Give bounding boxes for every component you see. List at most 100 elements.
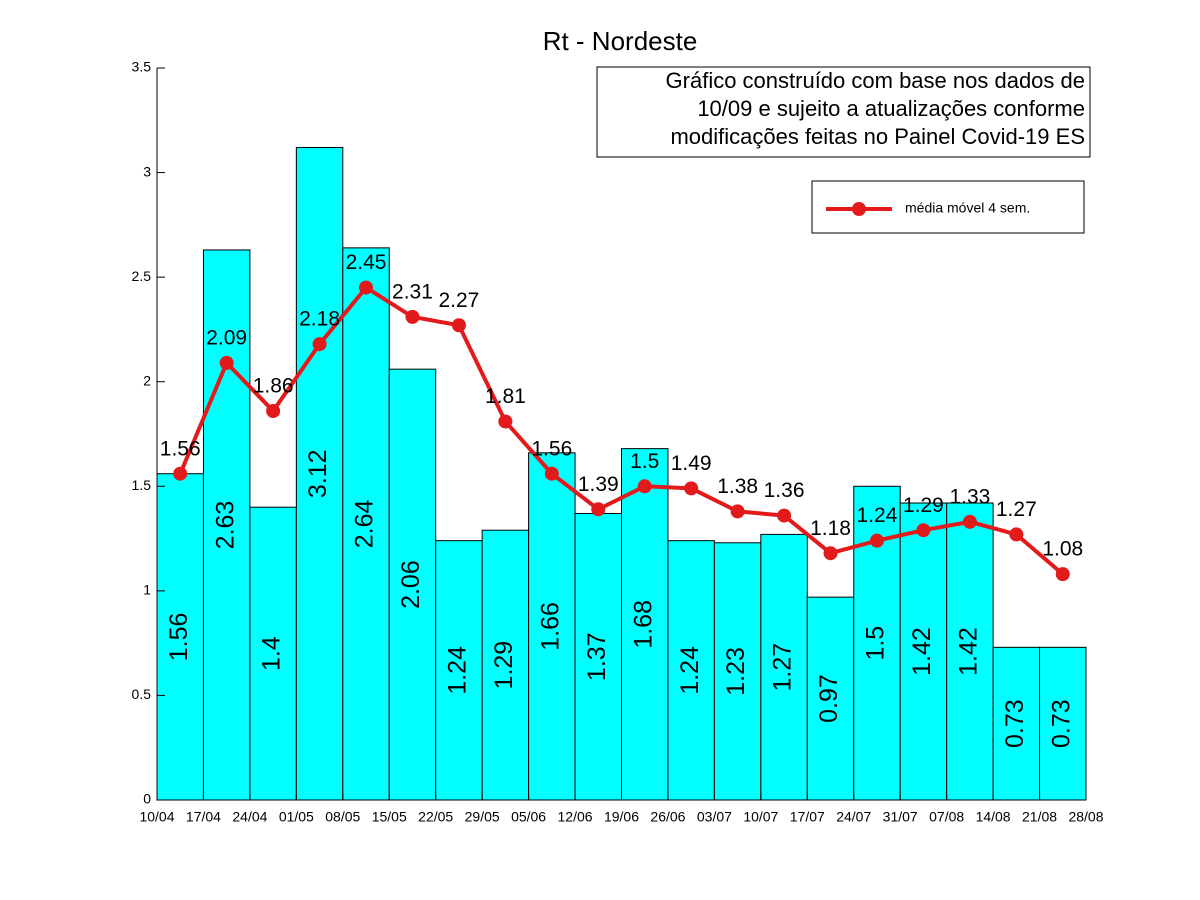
marker: [730, 504, 745, 519]
y-tick-label: 0.5: [132, 686, 152, 702]
x-tick-label: 01/05: [279, 809, 314, 825]
bar-label: 1.24: [676, 646, 704, 695]
point-label: 1.5: [630, 450, 659, 473]
marker: [312, 337, 327, 352]
y-tick-label: 2.5: [132, 268, 152, 284]
bar: [899, 502, 948, 801]
x-tick-label: 14/08: [976, 809, 1011, 825]
point-label: 1.81: [485, 385, 526, 408]
x-tick-label: 17/04: [186, 809, 221, 825]
y-tick-label: 2: [143, 372, 151, 388]
x-tick-label: 17/07: [790, 809, 825, 825]
point-label: 1.29: [903, 494, 944, 517]
bar: [481, 529, 530, 801]
bar-label: 1.42: [908, 627, 936, 676]
line: [178, 284, 1065, 576]
point-label: 2.09: [206, 326, 247, 349]
bar: [249, 506, 297, 801]
point-label: 1.08: [1042, 538, 1083, 561]
bar: [202, 249, 251, 801]
x-tick-label: 28/08: [1068, 809, 1103, 825]
marker: [823, 546, 838, 561]
point-label: 2.45: [346, 251, 387, 274]
marker: [1055, 567, 1070, 582]
bar-label: 0.73: [1047, 699, 1075, 748]
bar: [667, 540, 715, 801]
marker: [544, 466, 559, 481]
x-tick-label: 08/05: [325, 809, 360, 825]
bar-label: 1.24: [444, 646, 472, 695]
bar: [760, 533, 808, 801]
point-label: 2.31: [392, 280, 433, 303]
bar: [1039, 646, 1087, 801]
marker: [1009, 527, 1024, 542]
x-tick-label: 10/07: [743, 809, 778, 825]
annotation-text: 10/09 e sujeito a atualizações conforme: [697, 96, 1085, 121]
point-label: 2.18: [299, 308, 340, 331]
x-tick-label: 07/08: [929, 809, 964, 825]
point-label: 1.86: [253, 375, 294, 398]
bar-label: 1.4: [258, 636, 286, 671]
marker: [684, 481, 699, 496]
marker: [962, 514, 977, 529]
x-tick-label: 10/04: [139, 809, 174, 825]
bar-label: 1.5: [862, 626, 890, 661]
marker: [869, 533, 884, 548]
marker: [451, 318, 466, 333]
x-tick-label: 03/07: [697, 809, 732, 825]
legend-marker: [852, 202, 866, 216]
legend-label: média móvel 4 sem.: [905, 200, 1030, 216]
point-label: 1.24: [857, 504, 898, 527]
y-tick-label: 0: [143, 791, 151, 807]
y-tick-label: 3.5: [132, 59, 152, 75]
marker: [405, 309, 420, 324]
bar-label: 1.29: [490, 641, 518, 690]
bar-label: 1.42: [954, 627, 982, 676]
y-tick-label: 3: [143, 163, 151, 179]
bar-label: 1.66: [536, 602, 564, 651]
bar: [388, 368, 437, 801]
point-label: 1.33: [949, 485, 990, 508]
marker: [219, 355, 234, 370]
marker: [591, 502, 606, 517]
point-label: 1.39: [578, 473, 619, 496]
bar: [713, 542, 762, 801]
point-label: 1.38: [717, 475, 758, 498]
bar: [992, 646, 1041, 801]
x-tick-label: 24/07: [836, 809, 871, 825]
marker: [916, 523, 931, 538]
bar-label: 3.12: [304, 449, 332, 498]
y-tick-label: 1: [143, 582, 151, 598]
x-tick-label: 15/05: [372, 809, 407, 825]
bar-label: 1.56: [165, 613, 193, 662]
bar: [295, 146, 344, 801]
annotation-text: modificações feitas no Painel Covid-19 E…: [670, 124, 1085, 149]
x-tick-label: 05/06: [511, 809, 546, 825]
bar: [156, 473, 204, 801]
y-tick-label: 1.5: [132, 477, 152, 493]
marker: [266, 403, 281, 418]
point-label: 1.27: [996, 498, 1037, 521]
x-tick-label: 26/06: [650, 809, 685, 825]
x-tick-label: 29/05: [465, 809, 500, 825]
point-label: 1.36: [764, 479, 805, 502]
bar-label: 1.23: [722, 647, 750, 696]
marker: [637, 479, 652, 494]
x-tick-label: 12/06: [558, 809, 593, 825]
bar-label: 1.68: [629, 600, 657, 649]
bar-label: 2.64: [351, 500, 379, 549]
bar-label: 1.37: [583, 632, 611, 681]
point-label: 1.56: [531, 437, 572, 460]
point-label: 1.18: [810, 517, 851, 540]
point-label: 1.56: [160, 437, 201, 460]
point-label: 2.27: [438, 289, 479, 312]
bar: [342, 247, 390, 801]
bar-label: 0.97: [815, 674, 843, 723]
marker: [777, 508, 792, 523]
bar-label: 1.27: [769, 643, 797, 692]
marker: [359, 280, 374, 295]
bar-label: 0.73: [1001, 699, 1029, 748]
x-tick-label: 19/06: [604, 809, 639, 825]
point-label: 1.49: [671, 452, 712, 475]
